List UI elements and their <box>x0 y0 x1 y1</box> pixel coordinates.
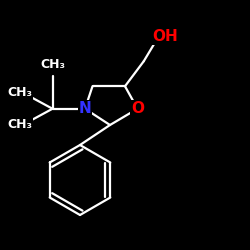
Text: CH₃: CH₃ <box>40 58 65 71</box>
Text: CH₃: CH₃ <box>8 86 32 99</box>
Text: CH₃: CH₃ <box>8 118 32 132</box>
Text: N: N <box>78 101 92 116</box>
Text: O: O <box>131 101 144 116</box>
Text: OH: OH <box>152 29 178 44</box>
